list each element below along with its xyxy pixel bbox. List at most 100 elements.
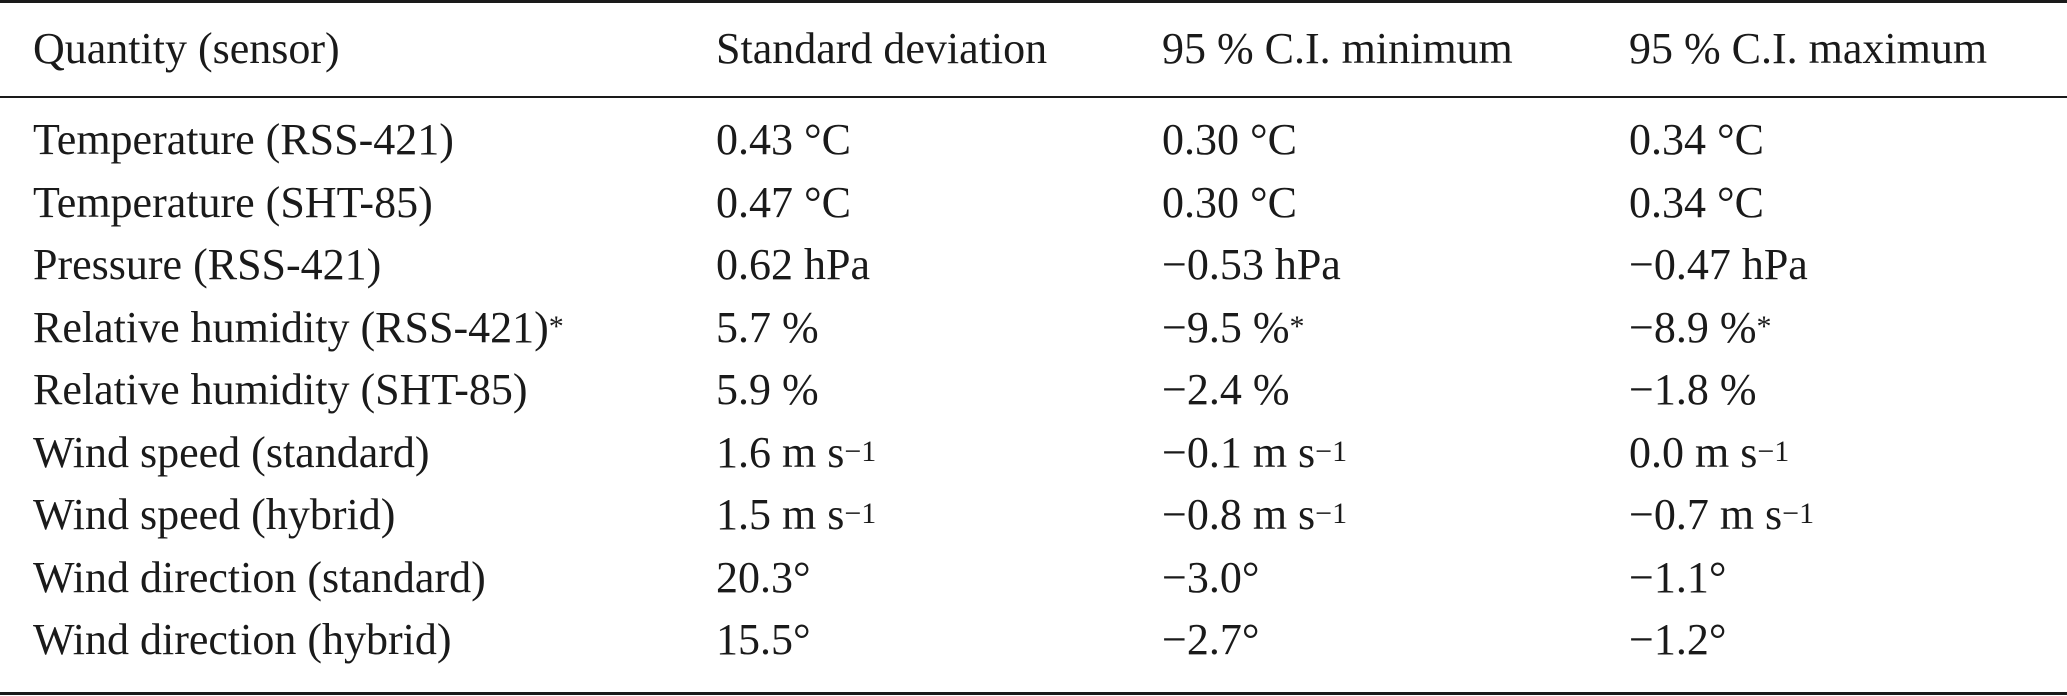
cell-quantity-value: Temperature (SHT-85) [33,177,433,227]
cell-quantity: Pressure (RSS-421) [0,234,716,297]
cell-standard-deviation-value: 20.3° [716,552,811,602]
cell-ci-maximum-value: −0.47 hPa [1629,240,1808,290]
cell-ci-minimum-value: −0.8 m s [1162,490,1316,540]
cell-standard-deviation-value: 0.47 °C [716,177,851,227]
cell-standard-deviation-superscript: −1 [844,497,877,531]
cell-ci-minimum-value: −0.53 hPa [1162,240,1341,290]
cell-ci-minimum: −2.7° [1162,609,1629,672]
cell-ci-minimum-value: −2.4 % [1162,365,1290,415]
cell-ci-minimum: −3.0° [1162,547,1629,610]
table-row: Temperature (RSS-421) 0.43 °C 0.30 °C 0.34 … [0,109,2067,172]
cell-ci-minimum-value: 0.30 °C [1162,177,1297,227]
table-row: Relative humidity (RSS-421)* 5.7 % −9.5 %*… [0,297,2067,360]
header-ci-minimum: 95 % C.I. minimum [1162,24,1513,73]
table-row: Pressure (RSS-421) 0.62 hPa −0.53 hPa −0.47… [0,234,2067,297]
cell-ci-maximum-value: 0.34 °C [1629,177,1764,227]
cell-ci-maximum-value: 0.34 °C [1629,115,1764,165]
cell-ci-maximum-superscript: * [1756,309,1772,343]
table-row: Wind speed (hybrid) 1.5 m s−1 −0.8 m s−1 −0… [0,484,2067,547]
cell-ci-maximum-superscript: −1 [1782,497,1815,531]
cell-standard-deviation: 5.7 % [716,297,1162,360]
cell-standard-deviation-value: 15.5° [716,615,811,665]
cell-quantity-value: Temperature (RSS-421) [33,115,454,165]
cell-quantity-value: Wind speed (hybrid) [33,490,396,540]
cell-standard-deviation-value: 1.5 m s [716,490,845,540]
header-row: Quantity (sensor) Standard deviation 95 … [0,0,2067,95]
cell-standard-deviation: 5.9 % [716,359,1162,422]
table-row: Temperature (SHT-85) 0.47 °C 0.30 °C 0.34 °… [0,172,2067,235]
cell-standard-deviation: 0.47 °C [716,172,1162,235]
cell-ci-minimum-value: −9.5 % [1162,302,1290,352]
cell-quantity: Wind speed (hybrid) [0,484,716,547]
table-row: Wind direction (standard) 20.3° −3.0° −1.1° [0,547,2067,610]
cell-ci-minimum: −2.4 % [1162,359,1629,422]
cell-ci-maximum: −1.1° [1629,547,2067,610]
cell-ci-minimum: −0.53 hPa [1162,234,1629,297]
cell-quantity: Relative humidity (RSS-421)* [0,297,716,360]
cell-standard-deviation: 0.62 hPa [716,234,1162,297]
cell-quantity-value: Wind direction (standard) [33,552,486,602]
cell-ci-maximum: −0.47 hPa [1629,234,2067,297]
cell-standard-deviation-value: 0.43 °C [716,115,851,165]
table-spacer [0,95,2067,109]
table-row: Wind speed (standard) 1.6 m s−1 −0.1 m s−1… [0,422,2067,485]
statistics-table: Quantity (sensor) Standard deviation 95 … [0,0,2067,672]
cell-standard-deviation: 15.5° [716,609,1162,672]
header-ci-maximum: 95 % C.I. maximum [1629,24,1988,73]
cell-ci-maximum: −8.9 %* [1629,297,2067,360]
cell-quantity-value: Relative humidity (SHT-85) [33,365,528,415]
cell-ci-minimum-superscript: −1 [1315,497,1348,531]
cell-quantity-superscript: * [548,309,564,343]
cell-ci-minimum: −0.1 m s−1 [1162,422,1629,485]
cell-ci-minimum-superscript: −1 [1315,434,1348,468]
cell-standard-deviation: 20.3° [716,547,1162,610]
table-body: Temperature (RSS-421) 0.43 °C 0.30 °C 0.34 … [0,95,2067,672]
cell-quantity-value: Wind direction (hybrid) [33,615,452,665]
cell-standard-deviation-value: 5.7 % [716,302,819,352]
cell-ci-minimum-value: −3.0° [1162,552,1260,602]
table-row: Wind direction (hybrid) 15.5° −2.7° −1.2° [0,609,2067,672]
cell-standard-deviation: 1.6 m s−1 [716,422,1162,485]
table-bottom-rule [0,692,2067,695]
cell-quantity: Wind direction (hybrid) [0,609,716,672]
table-header: Quantity (sensor) Standard deviation 95 … [0,0,2067,95]
cell-quantity-value: Wind speed (standard) [33,427,430,477]
cell-ci-maximum-value: −1.2° [1629,615,1727,665]
cell-ci-maximum-value: −0.7 m s [1629,490,1783,540]
cell-standard-deviation-value: 5.9 % [716,365,819,415]
cell-quantity-value: Pressure (RSS-421) [33,240,382,290]
cell-standard-deviation-value: 1.6 m s [716,427,845,477]
table-top-rule [0,0,2067,3]
cell-ci-minimum: 0.30 °C [1162,172,1629,235]
cell-ci-maximum-value: 0.0 m s [1629,427,1758,477]
cell-ci-maximum: 0.34 °C [1629,172,2067,235]
cell-ci-minimum: 0.30 °C [1162,109,1629,172]
cell-standard-deviation-value: 0.62 hPa [716,240,870,290]
table-header-rule [0,96,2067,98]
cell-ci-minimum-value: −2.7° [1162,615,1260,665]
cell-ci-maximum: 0.0 m s−1 [1629,422,2067,485]
cell-ci-maximum-value: −1.8 % [1629,365,1757,415]
header-quantity: Quantity (sensor) [33,24,340,73]
cell-quantity: Wind direction (standard) [0,547,716,610]
cell-ci-maximum-value: −1.1° [1629,552,1727,602]
cell-standard-deviation: 1.5 m s−1 [716,484,1162,547]
table-row: Relative humidity (SHT-85) 5.9 % −2.4 % −1.… [0,359,2067,422]
cell-ci-minimum: −9.5 %* [1162,297,1629,360]
cell-quantity: Relative humidity (SHT-85) [0,359,716,422]
cell-ci-maximum: −1.2° [1629,609,2067,672]
cell-ci-minimum: −0.8 m s−1 [1162,484,1629,547]
cell-standard-deviation-superscript: −1 [844,434,877,468]
cell-ci-maximum: −1.8 % [1629,359,2067,422]
header-standard-deviation: Standard deviation [716,24,1048,73]
cell-quantity: Wind speed (standard) [0,422,716,485]
cell-standard-deviation: 0.43 °C [716,109,1162,172]
cell-quantity: Temperature (SHT-85) [0,172,716,235]
cell-ci-minimum-superscript: * [1289,309,1305,343]
cell-ci-minimum-value: 0.30 °C [1162,115,1297,165]
cell-ci-maximum-superscript: −1 [1757,434,1790,468]
cell-ci-maximum: 0.34 °C [1629,109,2067,172]
cell-ci-minimum-value: −0.1 m s [1162,427,1316,477]
cell-quantity-value: Relative humidity (RSS-421) [33,302,549,352]
cell-quantity: Temperature (RSS-421) [0,109,716,172]
